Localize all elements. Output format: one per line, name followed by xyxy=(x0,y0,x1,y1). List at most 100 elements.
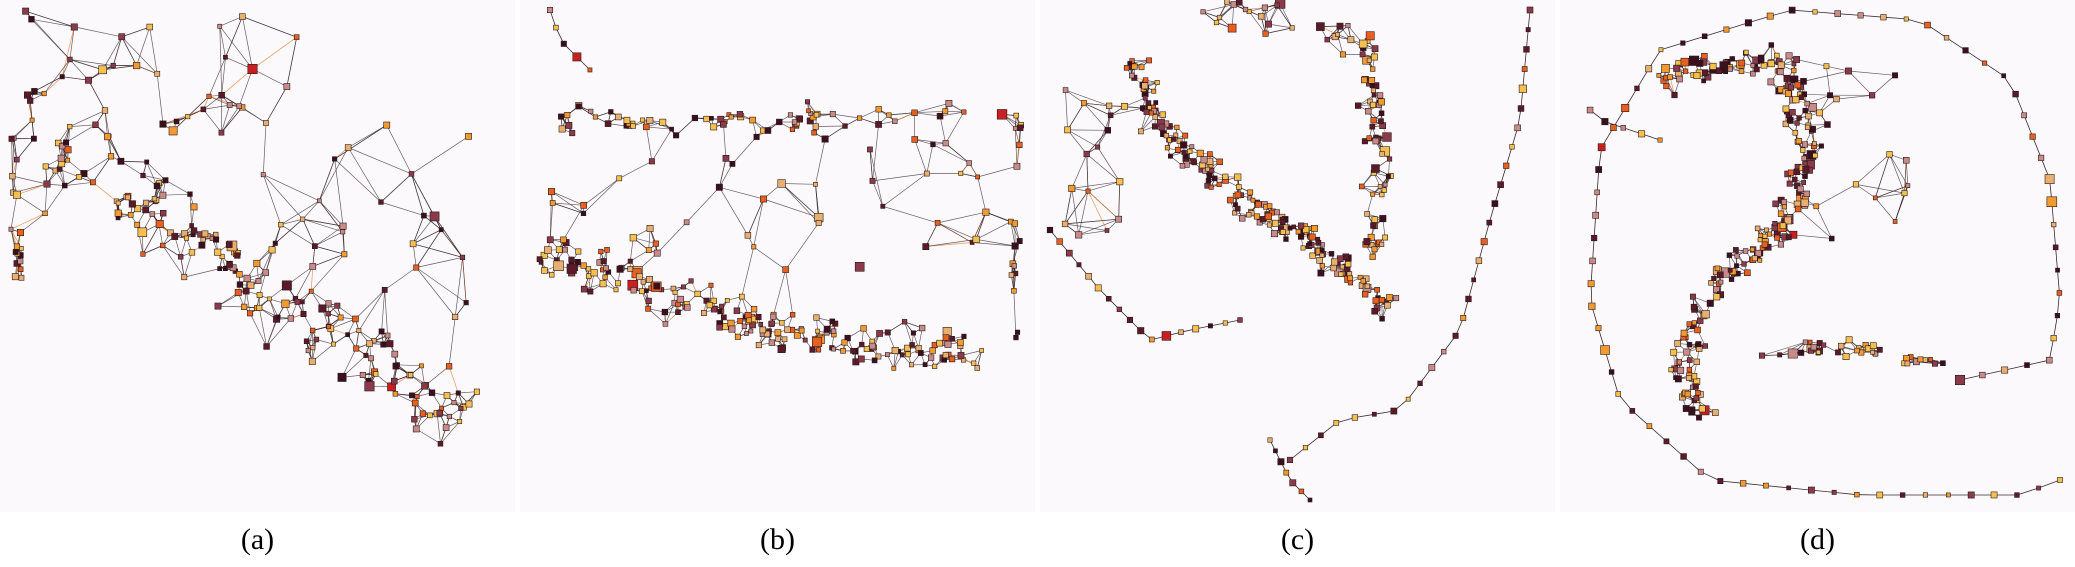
edge xyxy=(1110,107,1143,116)
node xyxy=(727,319,735,327)
node xyxy=(104,133,112,141)
node xyxy=(588,108,594,114)
edge xyxy=(1276,4,1293,29)
node xyxy=(1142,95,1148,101)
node xyxy=(1358,39,1368,49)
node xyxy=(1316,22,1325,31)
node xyxy=(64,146,72,154)
node xyxy=(856,115,863,121)
node xyxy=(781,336,788,343)
node xyxy=(613,287,619,293)
node xyxy=(741,323,748,329)
node xyxy=(1491,200,1499,207)
node xyxy=(378,199,384,205)
edge xyxy=(334,158,344,227)
node xyxy=(373,371,379,377)
node xyxy=(636,273,643,280)
node xyxy=(706,301,713,309)
edge xyxy=(412,243,417,268)
node xyxy=(1315,240,1322,246)
node xyxy=(787,112,794,118)
node xyxy=(560,236,567,243)
node xyxy=(1142,77,1149,83)
edge xyxy=(960,173,978,178)
node xyxy=(720,121,727,128)
node xyxy=(736,111,744,118)
edge xyxy=(1014,128,1018,167)
node xyxy=(640,117,645,123)
node xyxy=(1208,323,1213,329)
node xyxy=(648,158,655,165)
node xyxy=(268,246,276,254)
edge xyxy=(265,86,288,124)
edge xyxy=(249,313,267,347)
edge xyxy=(815,184,820,218)
node xyxy=(776,118,783,126)
node xyxy=(941,357,947,363)
edge xyxy=(65,124,96,143)
node xyxy=(222,266,228,271)
node-group xyxy=(1046,0,1534,503)
node xyxy=(1289,479,1297,487)
node xyxy=(971,360,977,366)
node xyxy=(11,273,19,281)
node xyxy=(226,261,233,268)
node xyxy=(760,195,767,203)
edge xyxy=(274,224,282,244)
edge xyxy=(1065,89,1085,104)
node xyxy=(391,350,399,358)
edge xyxy=(645,126,653,162)
edge xyxy=(976,350,982,369)
node xyxy=(189,223,194,228)
edge xyxy=(1210,322,1226,327)
edge xyxy=(380,201,425,216)
node xyxy=(16,229,24,237)
node xyxy=(1307,241,1313,246)
node xyxy=(409,240,417,248)
node xyxy=(9,173,16,180)
edge xyxy=(1064,188,1073,224)
panel-c-network xyxy=(1046,0,1534,503)
node xyxy=(1205,178,1212,184)
node xyxy=(167,229,174,237)
node xyxy=(615,113,622,121)
node xyxy=(59,74,65,80)
edge xyxy=(312,343,334,362)
node xyxy=(829,111,836,118)
node xyxy=(915,344,922,352)
edge xyxy=(646,126,672,130)
node xyxy=(719,303,724,309)
node xyxy=(345,332,351,338)
edge xyxy=(112,36,123,66)
node xyxy=(1206,172,1213,179)
node xyxy=(615,280,621,287)
edge xyxy=(69,124,96,127)
edge xyxy=(104,110,108,137)
node xyxy=(1317,269,1325,277)
node xyxy=(42,163,49,170)
edge xyxy=(107,136,122,162)
node xyxy=(1361,291,1369,298)
edge xyxy=(295,266,314,299)
node xyxy=(90,179,96,186)
edge xyxy=(1078,191,1089,235)
node xyxy=(1126,316,1133,324)
edge xyxy=(629,237,634,262)
edge xyxy=(709,285,712,306)
node xyxy=(884,352,890,357)
edge xyxy=(904,321,913,346)
edge xyxy=(64,181,93,186)
node xyxy=(710,123,718,131)
edge xyxy=(1071,188,1080,235)
node xyxy=(255,278,262,284)
node xyxy=(1370,117,1377,124)
node xyxy=(764,127,772,134)
node xyxy=(1378,118,1384,125)
node xyxy=(13,243,20,250)
node xyxy=(218,129,225,136)
edge xyxy=(976,239,1016,247)
node xyxy=(225,241,233,248)
node xyxy=(1250,197,1256,203)
edge xyxy=(158,225,164,246)
node xyxy=(281,280,292,291)
